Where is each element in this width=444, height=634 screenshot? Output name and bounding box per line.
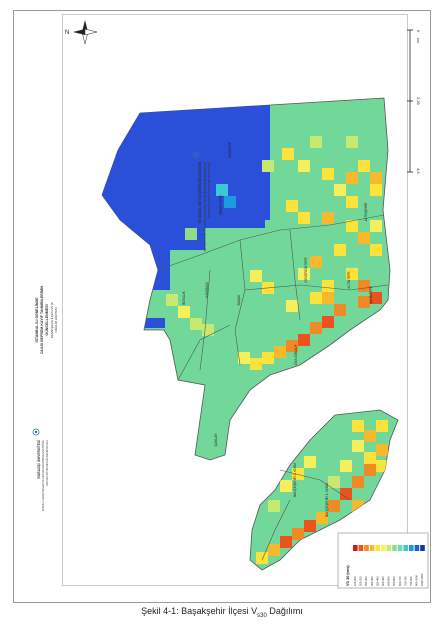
bogazici-logo (32, 428, 40, 436)
ibb-logo (192, 151, 200, 159)
org-sub2: DEPREM VE ZEMİN İNCELEME MÜDÜRLÜĞÜ (206, 162, 211, 218)
neighborhood-label: HOŞDERE (228, 142, 232, 158)
legend-range-label: 350-400 (375, 576, 379, 586)
neighborhood-label: BAHÇEŞEHİR 1. KISIM (324, 483, 329, 517)
legend-range-label: 300-350 (370, 576, 374, 586)
neighborhood-label: ALTINŞEHİR (363, 202, 368, 221)
legend-title: VS 30 (m/s) (346, 565, 350, 586)
neighborhood-label: ÖRNEKTEPE (219, 195, 223, 215)
project-sub: BAŞAKŞEHİR İLÇESİ VS 30 (49, 302, 54, 338)
scale-tick-2: 4,5 (416, 168, 421, 174)
legend-swatch (403, 545, 408, 551)
map-inner-frame (62, 14, 408, 586)
neighborhood-label: BAŞAK (237, 294, 241, 306)
legend-swatch (369, 545, 375, 551)
contractor-2: KANDİLLİ RASATHANESİ VE DEPREM ARAŞTIRMA… (42, 440, 45, 512)
org-main: İSTANBUL BÜYÜKŞEHİR BELEDİYESİ (197, 162, 202, 223)
legend-swatch (375, 545, 380, 551)
contractor-3: DEPREM MÜHENDİSLİĞİ ANABİLİM DALI (46, 440, 49, 486)
legend-range-label: 500-600 (392, 576, 396, 586)
legend-range-label: 900-1000 (415, 574, 419, 586)
neighborhood-boundaries (157, 214, 389, 561)
legend-swatch (397, 545, 403, 551)
project-title-1: İSTANBUL İLİ GENELİNDE (35, 297, 39, 343)
scale-tick-1: 2,25 (416, 97, 421, 106)
north-arrow: N (65, 20, 98, 45)
legend-swatch (358, 545, 364, 551)
neighborhood-label: GÜVERCİNTEPE (303, 257, 308, 282)
project-title-3: GÜNCELLENMESİ (44, 304, 49, 335)
contractor-1: BOĞAZİÇİ ÜNİVERSİTESİ (36, 440, 41, 479)
scale-bar: 0 2,25 4,5 km (407, 29, 421, 174)
legend-range-label: 700-760 (403, 576, 407, 586)
scale-unit: km (416, 38, 420, 43)
legend-swatch (364, 545, 369, 551)
legend-range-label: 100-200 (353, 576, 357, 586)
neighborhood-label: BAHÇEŞEHİR 2. KISIM (292, 463, 297, 497)
legend-swatch (420, 545, 425, 551)
figure-caption: Şekil 4-1: Başakşehir İlçesi Vs30 Dağılı… (141, 606, 303, 619)
legend-swatch (386, 545, 392, 551)
neighborhood-label: BOYALIK (182, 290, 186, 304)
legend-range-label: 400-450 (381, 576, 385, 586)
legend-swatch (409, 545, 414, 551)
north-label: N (65, 30, 69, 36)
legend-range-label: 1000-1050 (420, 573, 424, 586)
org-sub1: DEPREM RİSK YÖNETİMİ VE KENTSEL İYİLEŞTİ… (202, 162, 207, 252)
neighborhood-label: KAYABAŞI (205, 282, 209, 297)
neighborhood-label: ZİYA GÖKALP (293, 345, 298, 366)
legend: VS 30 (m/s) 100-200 200-250 250-300 300-350… (337, 532, 429, 589)
legend-range-label: 450-500 (387, 576, 391, 586)
legend-swatch (353, 545, 358, 551)
legend-swatch (381, 545, 386, 551)
neighborhood-label: ŞAHİNTEPE (368, 286, 373, 304)
project-sub2: DAĞILIM HARİTASI (53, 307, 58, 332)
neighborhood-labels: ŞAHİNTEPE ALTINŞEHİR GÜVERCİNTEPE BAHÇEŞEHİ… (182, 142, 373, 517)
legend-range-label: 250-300 (364, 576, 368, 586)
project-title-2: OLASI DEPREM KAYIP TAHMİNLERİNİN (40, 286, 44, 354)
neighborhood-label: ŞAMLAR (214, 433, 218, 447)
scale-tick-0: 0 (416, 30, 421, 33)
legend-range-label: 760-900 (409, 576, 413, 586)
legend-swatch (392, 545, 397, 551)
neighborhood-label: ALTINTEPE (347, 271, 351, 288)
legend-range-label: 200-250 (359, 576, 363, 586)
legend-range-label: 600-700 (398, 576, 402, 586)
legend-swatch (414, 545, 420, 551)
title-block: İSTANBUL BÜYÜKŞEHİR BELEDİYESİ DEPREM Rİ… (32, 151, 211, 512)
